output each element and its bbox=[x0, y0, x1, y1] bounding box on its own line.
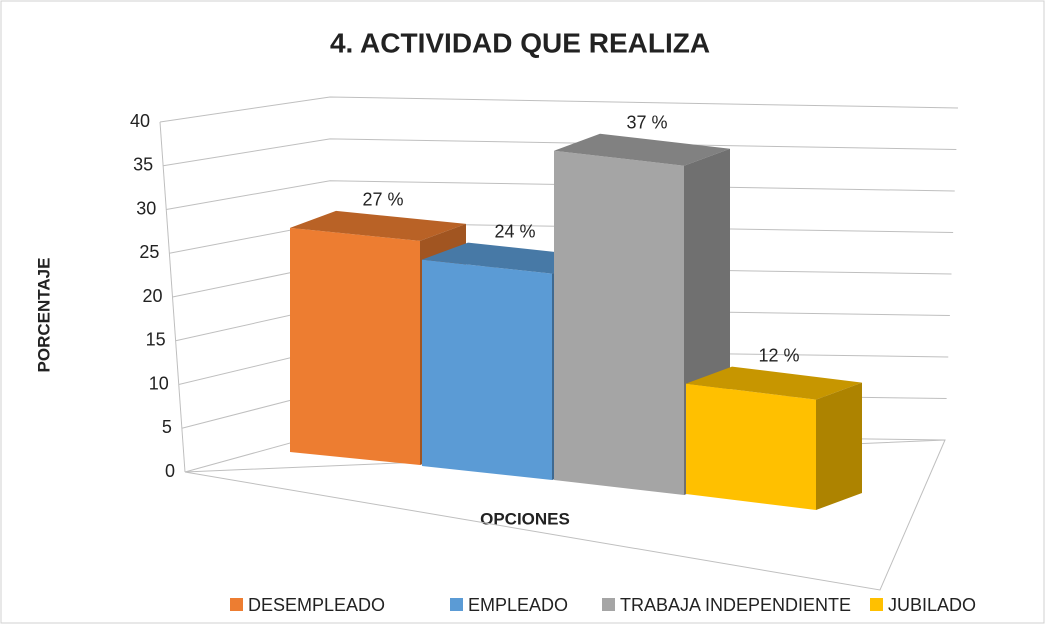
y-tick-label: 0 bbox=[165, 461, 175, 481]
x-axis-label: OPCIONES bbox=[480, 509, 570, 528]
bar bbox=[290, 227, 420, 465]
bar bbox=[686, 383, 816, 510]
data-label: 27 % bbox=[362, 190, 403, 210]
bar-top bbox=[554, 133, 730, 166]
bar bbox=[554, 150, 684, 495]
y-tick-label: 35 bbox=[133, 155, 153, 175]
y-tick-label: 5 bbox=[162, 417, 172, 437]
y-tick-label: 25 bbox=[139, 242, 159, 262]
grid-line bbox=[166, 180, 955, 210]
chart-title: 4. ACTIVIDAD QUE REALIZA bbox=[330, 27, 710, 58]
y-axis bbox=[159, 121, 186, 473]
data-label: 12 % bbox=[758, 345, 799, 365]
y-tick-label: 40 bbox=[130, 111, 150, 131]
grid-line bbox=[159, 96, 959, 123]
grid-line bbox=[163, 138, 957, 167]
legend-label: TRABAJA INDEPENDIENTE bbox=[620, 595, 851, 615]
y-tick-label: 10 bbox=[149, 373, 169, 393]
bar-top bbox=[290, 210, 466, 241]
legend-swatch bbox=[602, 598, 615, 611]
legend-label: JUBILADO bbox=[888, 595, 976, 615]
bar-side bbox=[816, 382, 862, 510]
legend-label: EMPLEADO bbox=[468, 595, 568, 615]
y-tick-label: 20 bbox=[142, 286, 162, 306]
y-tick-label: 30 bbox=[136, 198, 156, 218]
y-tick-label: 15 bbox=[146, 330, 166, 350]
data-label: 37 % bbox=[626, 112, 667, 132]
legend-swatch bbox=[870, 598, 883, 611]
bar-top bbox=[686, 366, 862, 400]
legend-label: DESEMPLEADO bbox=[248, 595, 385, 615]
bar bbox=[422, 259, 552, 480]
y-axis-label: PORCENTAJE bbox=[34, 258, 53, 373]
legend-swatch bbox=[230, 598, 243, 611]
data-label: 24 % bbox=[494, 221, 535, 241]
legend-swatch bbox=[450, 598, 463, 611]
